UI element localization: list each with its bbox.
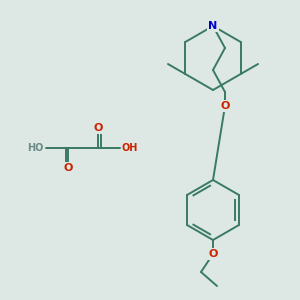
Text: OH: OH bbox=[122, 143, 138, 153]
Text: O: O bbox=[93, 123, 103, 133]
Text: HO: HO bbox=[28, 143, 44, 153]
Text: N: N bbox=[208, 21, 217, 31]
Text: O: O bbox=[220, 101, 230, 111]
Text: O: O bbox=[208, 249, 218, 259]
Text: O: O bbox=[63, 163, 73, 173]
